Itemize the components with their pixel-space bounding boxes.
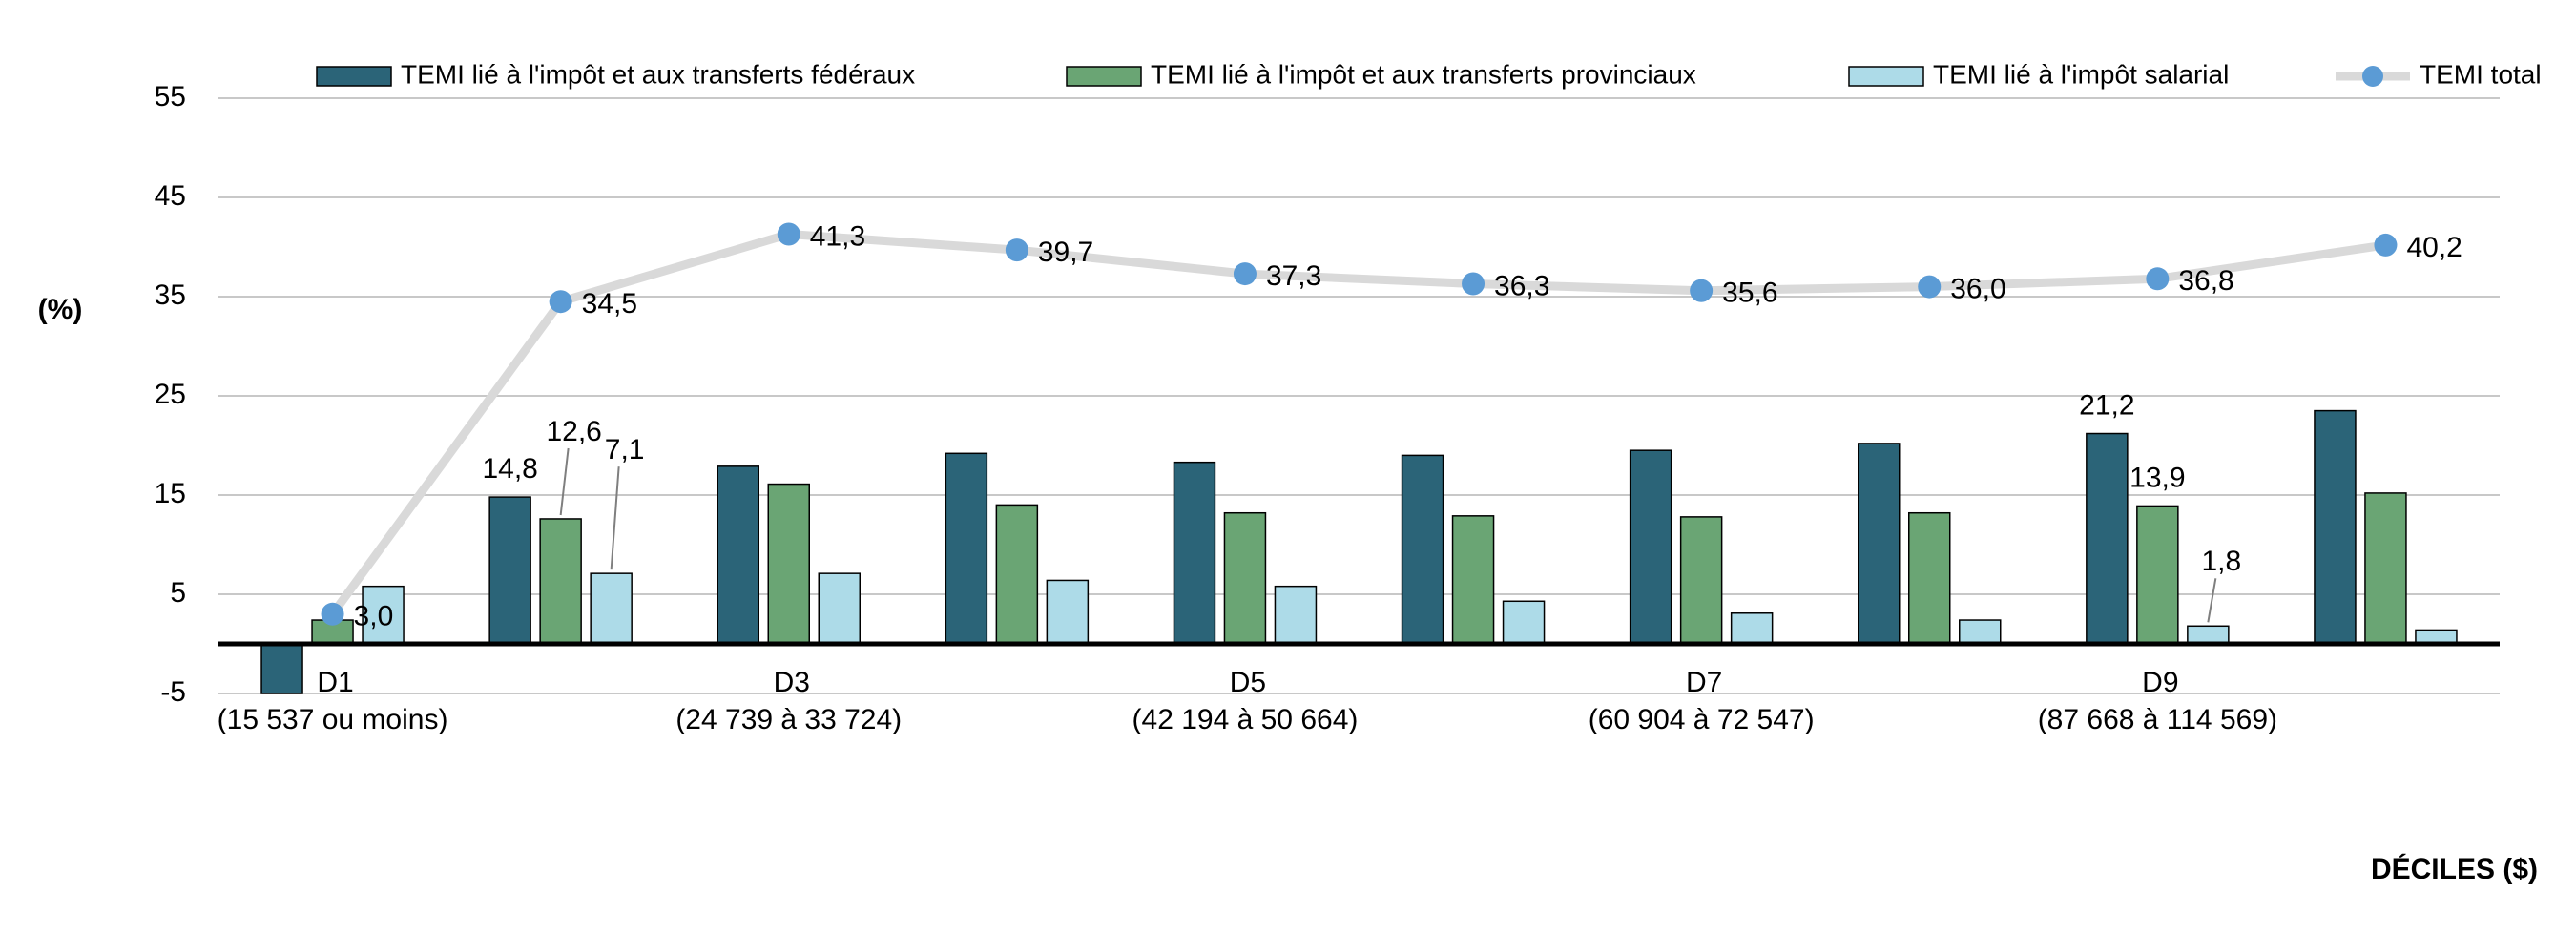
leader-line bbox=[559, 447, 570, 516]
marker bbox=[2146, 267, 2170, 291]
legend-label: TEMI lié à l'impôt et aux transferts féd… bbox=[401, 59, 915, 89]
y-tick-label: 55 bbox=[155, 81, 186, 113]
bar bbox=[1730, 612, 1774, 645]
y-tick-label: 5 bbox=[170, 577, 186, 609]
bar bbox=[2314, 409, 2357, 645]
data-label: 37,3 bbox=[1266, 260, 1321, 292]
legend-label: TEMI lié à l'impôt et aux transferts pro… bbox=[1151, 59, 1696, 89]
data-label: 36,8 bbox=[2178, 265, 2233, 297]
y-axis-title: (%) bbox=[38, 294, 83, 325]
x-tick-label: D5 bbox=[1230, 667, 1266, 698]
bar bbox=[2136, 505, 2179, 645]
bar bbox=[1451, 515, 1495, 645]
bar bbox=[539, 518, 582, 645]
data-label: 21,2 bbox=[2079, 389, 2134, 421]
bar bbox=[767, 483, 810, 645]
legend-label: TEMI lié à l'impôt salarial bbox=[1933, 59, 2229, 89]
data-label: 34,5 bbox=[582, 288, 637, 320]
marker bbox=[777, 222, 800, 246]
bar bbox=[590, 572, 633, 645]
marker bbox=[1005, 238, 1028, 262]
bar bbox=[1223, 511, 1267, 645]
marker bbox=[321, 602, 344, 626]
data-label: 35,6 bbox=[1722, 278, 1777, 309]
marker bbox=[1918, 275, 1942, 299]
data-label: 36,0 bbox=[1950, 274, 2005, 305]
x-tick-label: D7 bbox=[1686, 667, 1722, 698]
bar bbox=[1959, 619, 2002, 645]
y-tick-label: 35 bbox=[155, 279, 186, 311]
legend-swatch bbox=[316, 66, 392, 87]
x-tick-label: D3 bbox=[774, 667, 810, 698]
marker bbox=[1233, 262, 1257, 286]
bar bbox=[1629, 449, 1672, 645]
line bbox=[328, 229, 2387, 617]
data-label: 36,3 bbox=[1494, 270, 1549, 301]
bar bbox=[2086, 432, 2129, 645]
marker bbox=[2374, 233, 2398, 257]
y-tick-label: 25 bbox=[155, 379, 186, 410]
x-tick-range: (15 537 ou moins) bbox=[218, 704, 448, 735]
x-tick-label: D1 bbox=[317, 667, 353, 698]
bar bbox=[995, 504, 1039, 645]
bar bbox=[1401, 454, 1444, 645]
bar bbox=[1173, 461, 1216, 645]
bar bbox=[488, 496, 531, 645]
bar bbox=[1502, 600, 1546, 645]
x-axis-title: DÉCILES ($) bbox=[2371, 853, 2538, 885]
bar bbox=[362, 585, 405, 645]
x-tick-range: (42 194 à 50 664) bbox=[1132, 704, 1359, 735]
leader-line bbox=[610, 466, 620, 570]
legend-swatch bbox=[1848, 66, 1924, 87]
data-label: 13,9 bbox=[2129, 462, 2185, 493]
bar bbox=[260, 643, 303, 694]
data-label: 14,8 bbox=[482, 453, 537, 485]
marker bbox=[1690, 279, 1714, 302]
bar bbox=[945, 452, 988, 645]
data-label: 12,6 bbox=[546, 416, 601, 447]
y-tick-label: -5 bbox=[160, 676, 186, 708]
bar bbox=[1858, 443, 1901, 645]
y-tick-label: 45 bbox=[155, 180, 186, 212]
x-tick-range: (60 904 à 72 547) bbox=[1589, 704, 1815, 735]
bar bbox=[717, 465, 759, 645]
marker bbox=[1462, 272, 1485, 296]
bar bbox=[2364, 492, 2407, 645]
bar bbox=[1046, 579, 1090, 645]
data-label: 41,3 bbox=[810, 220, 865, 252]
data-label: 7,1 bbox=[605, 434, 645, 465]
data-label: 3,0 bbox=[354, 601, 394, 632]
x-tick-range: (24 739 à 33 724) bbox=[675, 704, 902, 735]
legend-swatch bbox=[1066, 66, 1142, 87]
bar bbox=[2187, 625, 2230, 645]
bar bbox=[1908, 511, 1951, 645]
bar bbox=[1274, 585, 1318, 645]
legend-marker bbox=[2362, 66, 2383, 87]
leader-line bbox=[2207, 578, 2217, 623]
data-label: 1,8 bbox=[2201, 546, 2241, 577]
y-tick-label: 15 bbox=[155, 478, 186, 509]
x-tick-label: D9 bbox=[2142, 667, 2178, 698]
x-tick-range: (87 668 à 114 569) bbox=[2038, 704, 2277, 735]
marker bbox=[549, 290, 572, 314]
bar bbox=[818, 572, 861, 645]
data-label: 40,2 bbox=[2406, 232, 2462, 263]
legend-label: TEMI total bbox=[2420, 59, 2542, 89]
bar bbox=[1679, 516, 1723, 645]
data-label: 39,7 bbox=[1038, 237, 1093, 268]
